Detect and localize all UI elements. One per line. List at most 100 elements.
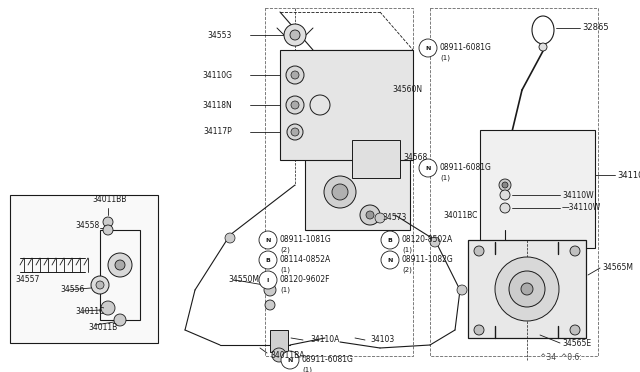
Text: 08911-1082G: 08911-1082G [402, 256, 454, 264]
Text: 34556: 34556 [60, 285, 84, 295]
Circle shape [114, 314, 126, 326]
Text: 08120-8502A: 08120-8502A [402, 235, 453, 244]
Text: 32865: 32865 [582, 23, 609, 32]
Text: 34573: 34573 [382, 214, 406, 222]
Text: (1): (1) [280, 267, 290, 273]
Text: 34103: 34103 [370, 336, 394, 344]
Circle shape [286, 96, 304, 114]
Circle shape [332, 184, 348, 200]
Circle shape [502, 182, 508, 188]
Text: 34553: 34553 [207, 31, 232, 39]
Circle shape [103, 217, 113, 227]
Circle shape [259, 271, 277, 289]
Circle shape [272, 348, 286, 362]
Circle shape [375, 213, 385, 223]
Text: (1): (1) [402, 247, 412, 253]
Text: 34011BA: 34011BA [270, 350, 305, 359]
Text: 34550M: 34550M [228, 276, 259, 285]
Circle shape [101, 301, 115, 315]
Text: 08911-1081G: 08911-1081G [280, 235, 332, 244]
Text: B: B [388, 237, 392, 243]
Text: (1): (1) [280, 287, 290, 293]
Text: I: I [267, 278, 269, 282]
Text: 08911-6081G: 08911-6081G [440, 44, 492, 52]
Bar [280, 50, 413, 160]
Text: 34560N: 34560N [392, 86, 422, 94]
Text: (2): (2) [402, 267, 412, 273]
Circle shape [259, 251, 277, 269]
Text: 34565M: 34565M [602, 263, 633, 273]
Text: 08911-6081G: 08911-6081G [302, 356, 354, 365]
Circle shape [287, 124, 303, 140]
Circle shape [457, 285, 467, 295]
Text: 34558: 34558 [75, 221, 99, 230]
Bar [480, 130, 595, 248]
Circle shape [281, 351, 299, 369]
Circle shape [286, 66, 304, 84]
Text: 08120-9602F: 08120-9602F [280, 276, 330, 285]
Text: 34565E: 34565E [562, 339, 591, 347]
Text: (1): (1) [440, 175, 450, 181]
Text: 34110A: 34110A [310, 336, 339, 344]
Circle shape [419, 159, 437, 177]
Text: 34110: 34110 [617, 170, 640, 180]
Circle shape [500, 203, 510, 213]
Text: 34011C: 34011C [75, 308, 104, 317]
Text: B: B [266, 257, 271, 263]
Circle shape [115, 260, 125, 270]
Circle shape [264, 284, 276, 296]
Circle shape [291, 71, 299, 79]
Circle shape [430, 237, 440, 247]
Circle shape [96, 281, 104, 289]
Bar [265, 8, 413, 356]
Text: 34557: 34557 [15, 276, 40, 285]
Text: N: N [387, 257, 393, 263]
Text: 34011BC: 34011BC [443, 211, 477, 219]
Bar [430, 8, 598, 356]
Text: N: N [426, 45, 431, 51]
Circle shape [474, 325, 484, 335]
Text: (2): (2) [280, 247, 290, 253]
Circle shape [419, 39, 437, 57]
Circle shape [291, 101, 299, 109]
Text: 08114-0852A: 08114-0852A [280, 256, 332, 264]
Text: —34110W: —34110W [562, 203, 601, 212]
Circle shape [366, 211, 374, 219]
Circle shape [381, 231, 399, 249]
Circle shape [284, 24, 306, 46]
Circle shape [570, 246, 580, 256]
Circle shape [103, 225, 113, 235]
Text: 34110W: 34110W [562, 190, 594, 199]
Circle shape [509, 271, 545, 307]
Circle shape [360, 205, 380, 225]
Circle shape [290, 30, 300, 40]
Text: 34118N: 34118N [202, 100, 232, 109]
Text: N: N [266, 237, 271, 243]
Text: N: N [287, 357, 292, 362]
Text: 34110G: 34110G [202, 71, 232, 80]
Circle shape [539, 43, 547, 51]
Text: 34568: 34568 [403, 154, 428, 163]
Circle shape [91, 276, 109, 294]
Text: 08911-6081G: 08911-6081G [440, 164, 492, 173]
Bar [270, 330, 288, 352]
Circle shape [495, 257, 559, 321]
Circle shape [291, 128, 299, 136]
Bar [468, 240, 586, 338]
Circle shape [265, 300, 275, 310]
Bar [10, 195, 158, 343]
Circle shape [521, 283, 533, 295]
Text: 34117P: 34117P [204, 128, 232, 137]
Circle shape [500, 190, 510, 200]
Text: 34011B: 34011B [88, 324, 117, 333]
Text: (1): (1) [440, 55, 450, 61]
Text: 34011BB: 34011BB [92, 196, 126, 205]
Circle shape [570, 325, 580, 335]
Circle shape [259, 231, 277, 249]
Circle shape [324, 176, 356, 208]
Circle shape [474, 246, 484, 256]
Text: N: N [426, 166, 431, 170]
Bar [305, 155, 410, 230]
Circle shape [381, 251, 399, 269]
Circle shape [108, 253, 132, 277]
